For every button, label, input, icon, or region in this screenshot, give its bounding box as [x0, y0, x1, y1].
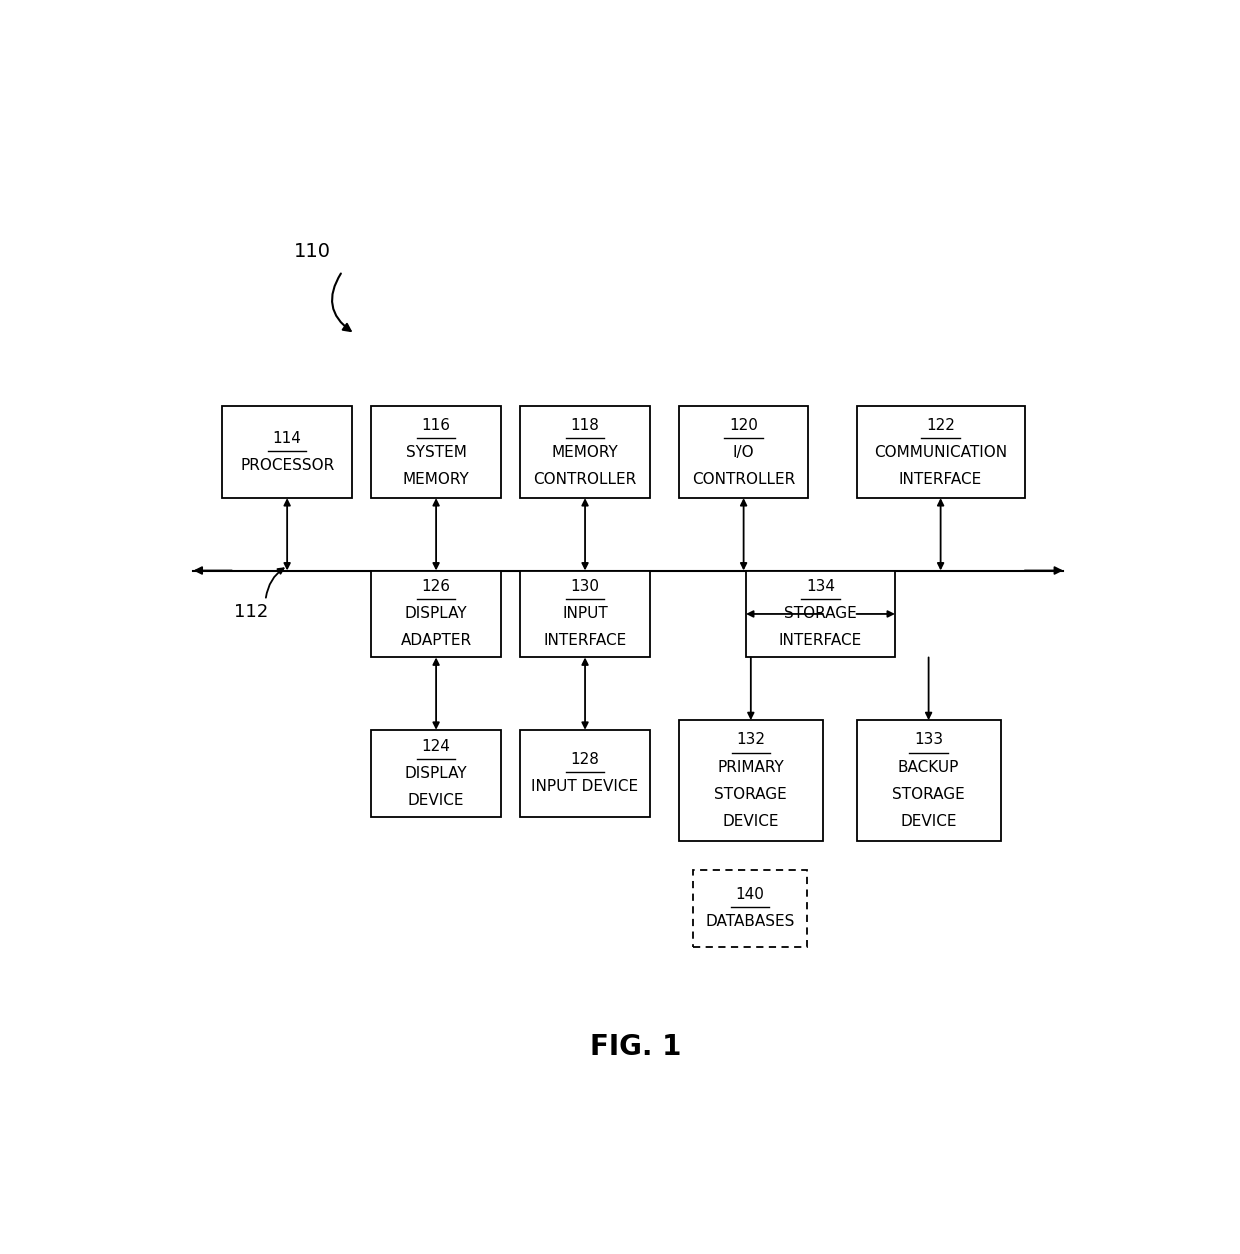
Text: 112: 112 [234, 603, 268, 621]
Text: INPUT DEVICE: INPUT DEVICE [532, 779, 639, 794]
Bar [857, 406, 1024, 498]
Text: MEMORY: MEMORY [552, 445, 619, 460]
Text: FIG. 1: FIG. 1 [590, 1032, 681, 1061]
Text: 116: 116 [422, 418, 450, 433]
Bar [222, 406, 352, 498]
Text: DISPLAY: DISPLAY [404, 607, 467, 622]
Bar [521, 571, 650, 657]
Text: DEVICE: DEVICE [408, 793, 464, 808]
Text: 122: 122 [926, 418, 955, 433]
Text: DISPLAY: DISPLAY [404, 766, 467, 781]
Bar [693, 870, 806, 947]
Text: CONTROLLER: CONTROLLER [533, 472, 636, 487]
Text: 110: 110 [294, 242, 331, 261]
Bar [678, 720, 823, 841]
Text: STORAGE: STORAGE [714, 786, 787, 801]
Text: 120: 120 [729, 418, 758, 433]
Text: STORAGE: STORAGE [784, 607, 857, 622]
Text: 133: 133 [914, 732, 944, 747]
Text: PROCESSOR: PROCESSOR [241, 458, 335, 473]
Text: SYSTEM: SYSTEM [405, 445, 466, 460]
Text: INPUT: INPUT [562, 607, 608, 622]
Bar [746, 571, 895, 657]
Text: INTERFACE: INTERFACE [543, 633, 626, 648]
Text: ADAPTER: ADAPTER [401, 633, 471, 648]
Text: 132: 132 [737, 732, 765, 747]
Text: DEVICE: DEVICE [900, 814, 957, 829]
Text: INTERFACE: INTERFACE [899, 472, 982, 487]
Text: CONTROLLER: CONTROLLER [692, 472, 795, 487]
Text: 118: 118 [570, 418, 599, 433]
Text: BACKUP: BACKUP [898, 760, 960, 775]
Text: STORAGE: STORAGE [893, 786, 965, 801]
Bar [857, 720, 1001, 841]
Bar [371, 571, 501, 657]
Bar [371, 730, 501, 816]
Bar [371, 406, 501, 498]
Text: PRIMARY: PRIMARY [718, 760, 784, 775]
Text: COMMUNICATION: COMMUNICATION [874, 445, 1007, 460]
Text: I/O: I/O [733, 445, 754, 460]
Text: 124: 124 [422, 739, 450, 754]
Text: 114: 114 [273, 431, 301, 446]
Text: INTERFACE: INTERFACE [779, 633, 862, 648]
Text: DATABASES: DATABASES [706, 914, 795, 929]
Text: 140: 140 [735, 888, 764, 903]
Text: 134: 134 [806, 579, 835, 594]
Text: DEVICE: DEVICE [723, 814, 779, 829]
Text: MEMORY: MEMORY [403, 472, 470, 487]
Text: 128: 128 [570, 752, 599, 767]
Text: 130: 130 [570, 579, 600, 594]
Bar [521, 406, 650, 498]
Bar [678, 406, 808, 498]
Text: 126: 126 [422, 579, 450, 594]
Bar [521, 730, 650, 816]
